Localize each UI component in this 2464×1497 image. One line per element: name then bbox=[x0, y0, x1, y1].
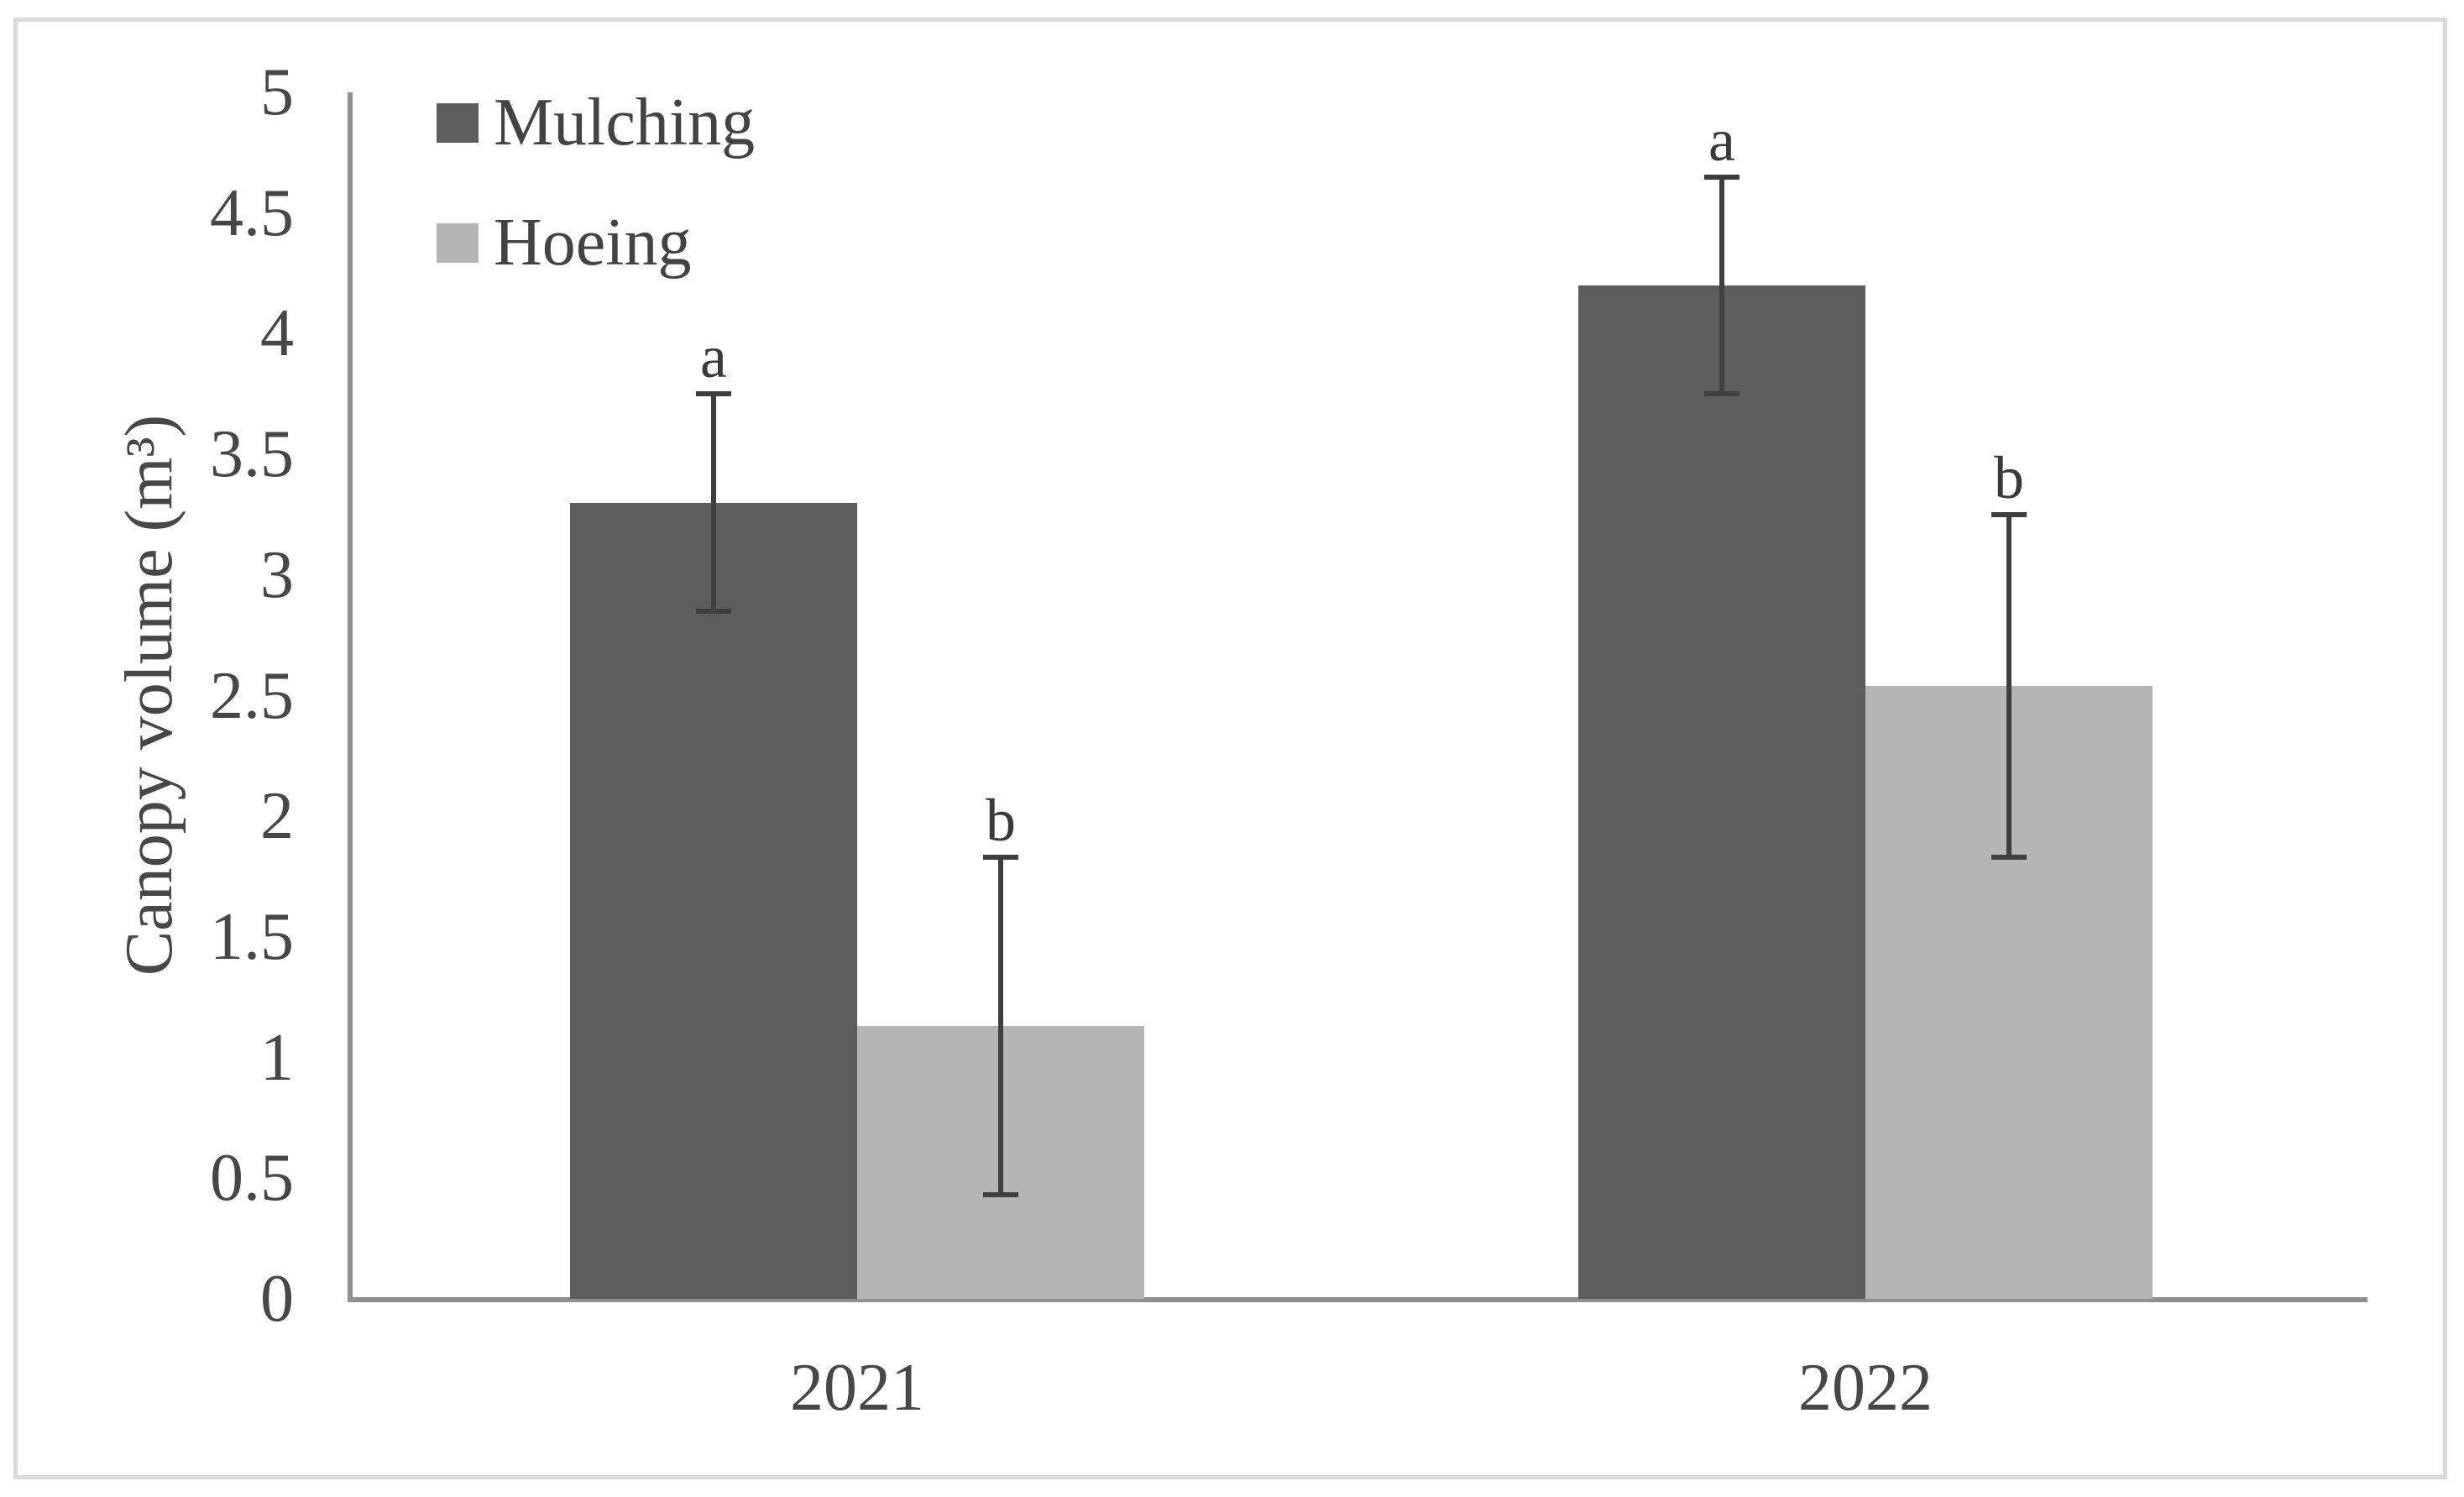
legend-label: Mulching bbox=[494, 86, 756, 160]
y-tick-label: 0 bbox=[260, 1262, 294, 1336]
error-bar-line bbox=[998, 857, 1003, 1196]
error-bar-line bbox=[711, 394, 716, 611]
y-tick-label: 1.5 bbox=[210, 899, 294, 974]
error-bar-cap-top bbox=[1991, 511, 2027, 517]
x-category-label: 2021 bbox=[790, 1351, 924, 1425]
y-tick-label: 3 bbox=[260, 537, 294, 612]
x-category-label: 2022 bbox=[1798, 1351, 1933, 1425]
bar-mulching-2021 bbox=[570, 502, 857, 1299]
bar-mulching-2022 bbox=[1578, 285, 1865, 1299]
legend-swatch-mulching bbox=[437, 102, 479, 143]
y-tick-label: 2.5 bbox=[210, 658, 294, 733]
y-tick-label: 5 bbox=[260, 55, 294, 129]
y-tick-label: 4.5 bbox=[210, 175, 294, 250]
x-axis-line bbox=[348, 1297, 2367, 1302]
error-bar-line bbox=[2006, 514, 2011, 858]
significance-letter: a bbox=[1708, 106, 1735, 174]
significance-letter: a bbox=[700, 323, 727, 391]
error-bar-cap-top bbox=[983, 855, 1018, 861]
error-bar-cap-bottom bbox=[983, 1192, 1018, 1198]
significance-letter: b bbox=[1994, 443, 2024, 511]
error-bar-cap-bottom bbox=[696, 608, 731, 614]
error-bar-cap-top bbox=[1704, 174, 1739, 180]
error-bar-cap-top bbox=[696, 391, 731, 397]
legend-swatch-hoeing bbox=[437, 222, 479, 263]
significance-letter: b bbox=[986, 787, 1016, 855]
legend-item-hoeing: Hoeing bbox=[437, 204, 692, 281]
y-tick-label: 2 bbox=[260, 779, 294, 854]
error-bar-cap-bottom bbox=[1991, 855, 2027, 861]
error-bar-cap-bottom bbox=[1704, 391, 1739, 397]
error-bar-line bbox=[1719, 176, 1724, 395]
y-tick-label: 0.5 bbox=[210, 1141, 294, 1216]
figure-border bbox=[13, 18, 2447, 1479]
legend-label: Hoeing bbox=[494, 206, 692, 280]
y-tick-label: 3.5 bbox=[210, 417, 294, 492]
legend-item-mulching: Mulching bbox=[437, 84, 755, 161]
y-axis-line bbox=[348, 92, 353, 1302]
y-tick-label: 1 bbox=[260, 1020, 294, 1095]
y-tick-label: 4 bbox=[260, 296, 294, 371]
